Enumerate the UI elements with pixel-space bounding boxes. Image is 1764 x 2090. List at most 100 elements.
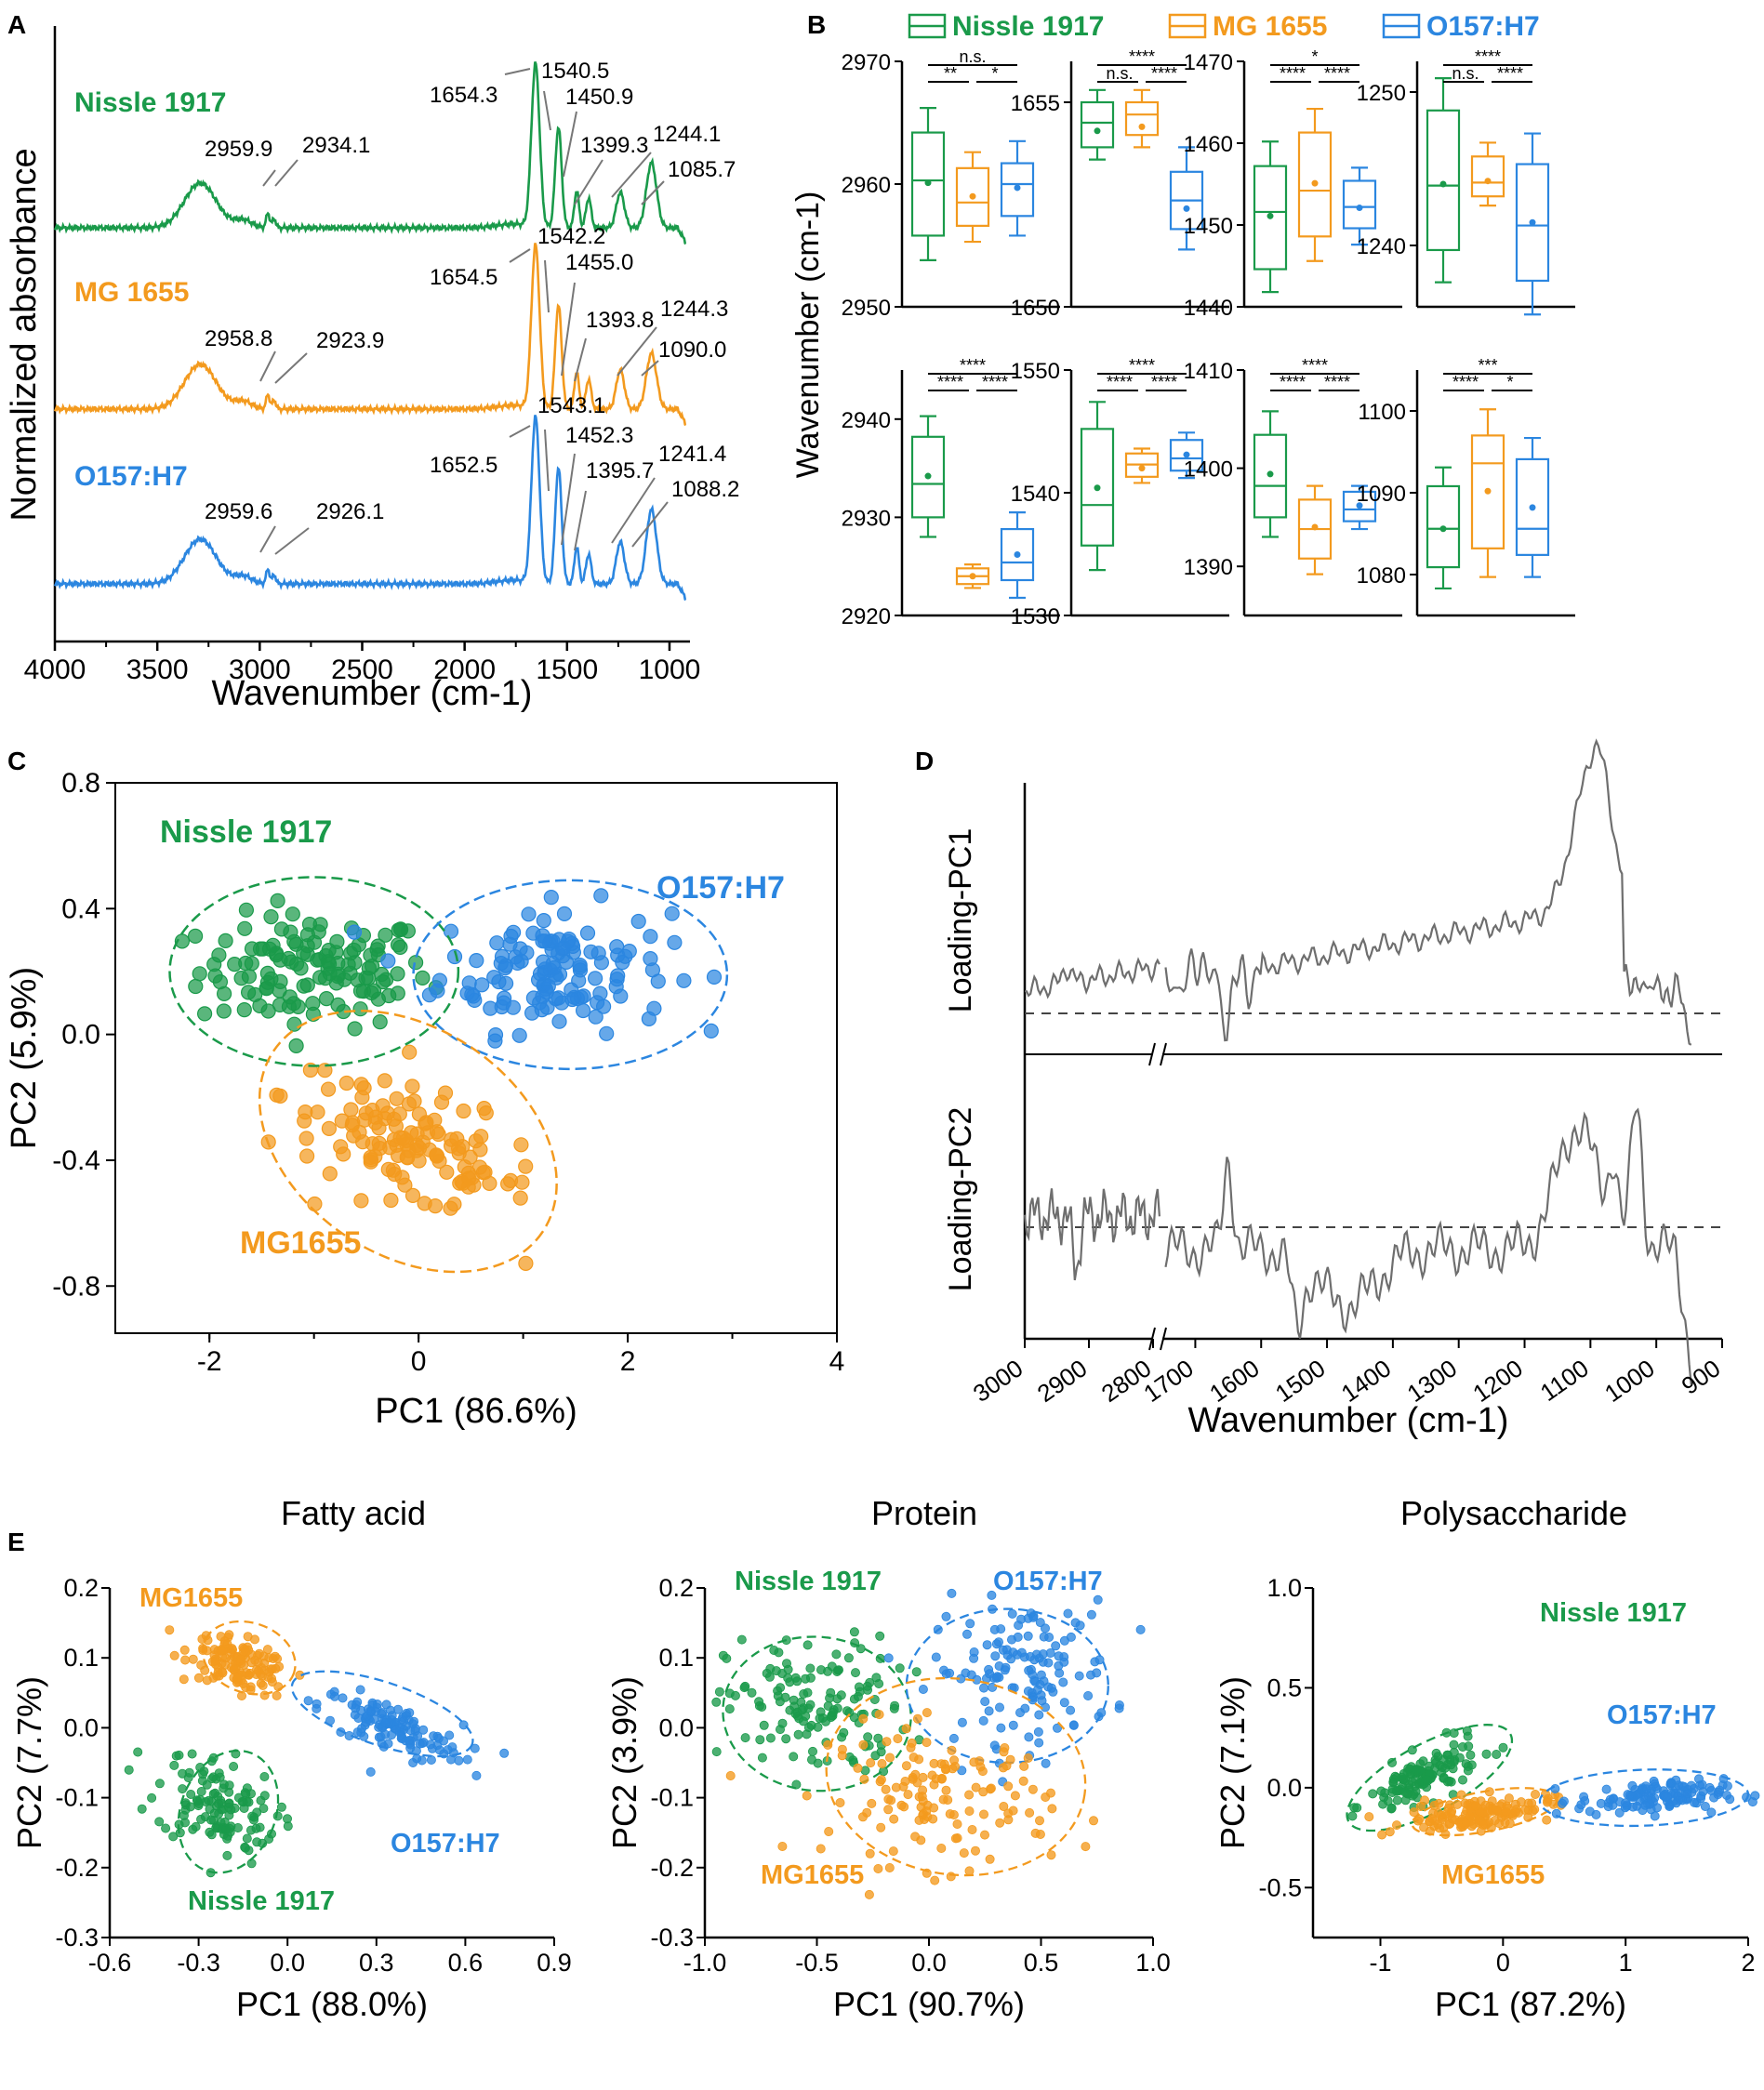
box-iqr	[1515, 163, 1550, 283]
box-mean	[1138, 123, 1146, 130]
pca-point	[267, 1677, 277, 1687]
pca-point	[543, 889, 559, 906]
pca-point	[1114, 1703, 1124, 1713]
pca-point	[718, 1650, 728, 1660]
pca-point	[1660, 1792, 1670, 1803]
pca-point	[1621, 1798, 1631, 1808]
pca-point	[496, 990, 512, 1006]
leader-line	[274, 159, 298, 187]
pca-point	[391, 1725, 401, 1735]
pca-point	[849, 1627, 859, 1637]
pca-point	[497, 959, 513, 976]
sig-label: ****	[1324, 373, 1350, 391]
pca-point	[1089, 1816, 1099, 1826]
pca-point	[1466, 1760, 1477, 1770]
pca-point	[980, 1830, 990, 1840]
y-tick-label: 0.0	[658, 1713, 694, 1741]
pca-point	[998, 1763, 1008, 1773]
panel-d-loadings: Loading-PC1 Loading-PC2 3000 2900 28001700…	[943, 738, 1725, 1440]
confidence-ellipse	[722, 1635, 912, 1792]
box-iqr	[1000, 162, 1035, 218]
y-tick-label: 1400	[1184, 457, 1233, 483]
pca-point	[248, 1815, 259, 1825]
pca-point	[535, 988, 550, 1005]
pca-point	[551, 932, 567, 947]
pca-point	[1585, 1806, 1595, 1817]
pca-point	[487, 1033, 503, 1049]
pca-point	[1001, 1662, 1011, 1673]
pca-point	[736, 1634, 747, 1645]
pca-point	[461, 1171, 477, 1186]
scatter-points	[174, 888, 723, 1272]
pca-point	[402, 1044, 418, 1060]
pca-point	[858, 1713, 869, 1724]
pca-point	[1023, 1631, 1033, 1641]
peak-label: 1540.5	[541, 59, 609, 84]
pca-point	[711, 1697, 722, 1707]
pca-point	[592, 985, 608, 1001]
leader-line	[631, 501, 669, 548]
pca-point	[564, 991, 580, 1008]
pca-point	[461, 975, 477, 991]
pca-point	[998, 1645, 1008, 1655]
panel-letter-a: A	[7, 10, 26, 39]
pca-point	[1046, 1850, 1056, 1860]
panel-letter-d: D	[915, 747, 934, 775]
pca-point	[948, 1764, 958, 1774]
pca-point	[1464, 1741, 1474, 1752]
sig-label: ****	[1129, 47, 1155, 66]
pca-point	[346, 924, 363, 940]
confidence-ellipse	[1411, 1787, 1558, 1837]
box	[1470, 408, 1505, 578]
panel-e-pca: Fatty acid Protein Polysaccharide -0.6 -0…	[10, 1494, 1760, 2023]
pca-point	[740, 1733, 750, 1743]
y-tick-label: 1530	[1011, 604, 1060, 629]
pca-point	[286, 933, 302, 949]
pca-point	[1059, 1698, 1069, 1708]
pca-point	[329, 933, 345, 950]
pca-point	[165, 1625, 175, 1635]
pca-point	[220, 1660, 231, 1670]
pca-point	[307, 1196, 323, 1212]
confidence-ellipse	[412, 879, 729, 1071]
group-label: Nissle 1917	[188, 1886, 335, 1916]
pca-point	[365, 1102, 380, 1118]
pca-point	[899, 1802, 909, 1812]
box-mean	[1094, 484, 1101, 492]
axis-c-y-label: PC2 (5.9%)	[5, 967, 44, 1149]
pca-point	[243, 1642, 253, 1652]
peak-label: 1090.0	[658, 337, 726, 363]
pca-point	[226, 1647, 236, 1658]
pca-point	[380, 1717, 391, 1727]
pca-point	[609, 939, 625, 955]
pca-point	[218, 933, 233, 949]
pca-point	[883, 1805, 894, 1815]
peak-label: 1395.7	[586, 458, 654, 483]
pca-point	[147, 1792, 157, 1803]
pca-point	[1463, 1731, 1473, 1741]
pca-point	[901, 1761, 911, 1771]
x-tick-label: 1500	[536, 655, 598, 685]
sig-label: ****	[1151, 64, 1177, 83]
pca-point	[404, 1125, 419, 1141]
pca-point	[355, 1685, 365, 1695]
y-tick-label: 1090	[1357, 482, 1406, 507]
confidence-ellipse	[177, 1749, 280, 1874]
pca-point	[242, 1783, 252, 1793]
pca-point	[198, 1769, 208, 1779]
pca-point	[1479, 1820, 1489, 1831]
spectrum-trace	[53, 415, 687, 602]
box	[910, 107, 946, 261]
pca-point	[873, 1733, 883, 1743]
pca-point	[980, 1697, 990, 1707]
pca-point	[1690, 1797, 1700, 1807]
pca-point	[178, 1768, 188, 1779]
pca-point	[216, 1003, 232, 1019]
panel-b-boxplots: Nissle 1917 MG 1655 O157:H7 Wavenumber (…	[790, 11, 1575, 629]
pca-point	[885, 1753, 895, 1763]
pca-point	[630, 913, 646, 930]
pca-point	[205, 1804, 215, 1814]
pca-point	[1543, 1797, 1553, 1807]
pca-point	[1028, 1670, 1038, 1680]
